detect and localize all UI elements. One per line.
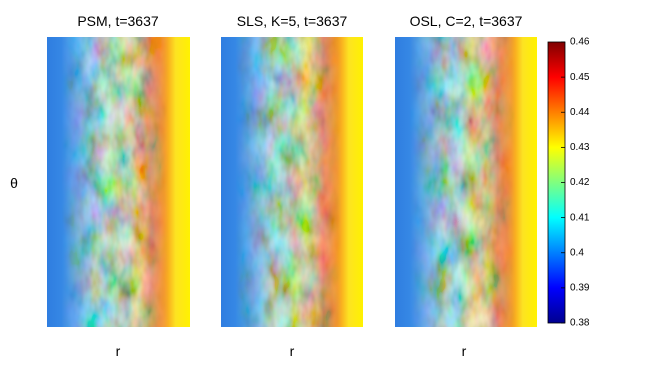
x-label: r: [462, 343, 467, 359]
tick-label: 0.46: [570, 37, 590, 48]
tick-label: 0.42: [570, 177, 590, 188]
x-label: r: [290, 343, 295, 359]
tick-label: 0.41: [570, 212, 590, 223]
x-label: r: [116, 343, 121, 359]
panel-title: OSL, C=2, t=3637: [410, 13, 523, 29]
panel-3: OSL, C=2, t=3637 r: [395, 13, 537, 359]
colorbar: 0.46 0.45 0.44 0.43 0.42 0.41 0.4 0.39 0.38: [547, 37, 590, 329]
turbulence: [47, 37, 190, 327]
turbulence: [395, 37, 537, 327]
panel-2: SLS, K=5, t=3637 r: [221, 13, 363, 359]
turbulence: [221, 37, 363, 327]
panel-title: PSM, t=3637: [77, 13, 159, 29]
panel-title: SLS, K=5, t=3637: [237, 13, 348, 29]
y-label: θ: [10, 175, 18, 191]
panel-1: PSM, t=3637 r: [47, 13, 190, 359]
tick-label: 0.39: [570, 283, 590, 294]
tick-label: 0.44: [570, 107, 590, 118]
tick-label: 0.4: [570, 247, 584, 258]
tick-label: 0.43: [570, 142, 590, 153]
tick-label: 0.38: [570, 318, 590, 329]
tick-label: 0.45: [570, 72, 590, 83]
